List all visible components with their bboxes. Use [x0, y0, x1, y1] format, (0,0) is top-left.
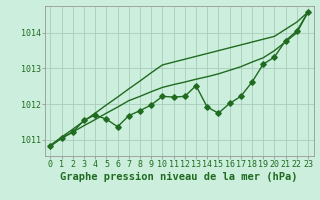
X-axis label: Graphe pression niveau de la mer (hPa): Graphe pression niveau de la mer (hPa): [60, 172, 298, 182]
